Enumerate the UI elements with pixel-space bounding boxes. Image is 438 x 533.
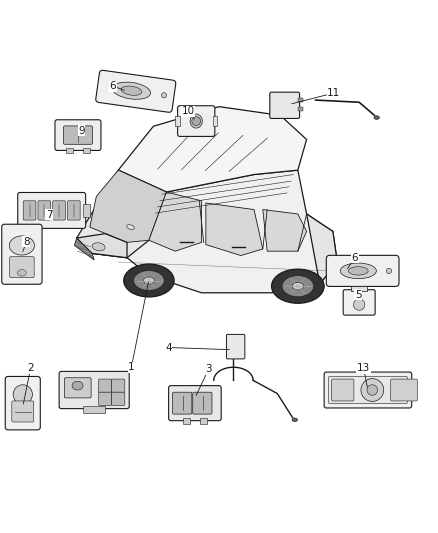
FancyBboxPatch shape [328,376,407,403]
FancyBboxPatch shape [96,70,176,112]
FancyBboxPatch shape [10,257,34,278]
FancyBboxPatch shape [99,379,112,392]
Polygon shape [90,170,166,243]
FancyBboxPatch shape [18,192,86,229]
FancyBboxPatch shape [324,372,412,408]
FancyBboxPatch shape [391,379,417,401]
Ellipse shape [292,418,297,422]
Ellipse shape [112,82,151,99]
Circle shape [353,299,365,310]
Bar [351,286,367,292]
Circle shape [13,385,32,404]
FancyBboxPatch shape [112,392,125,405]
Text: 5: 5 [355,290,362,300]
Ellipse shape [92,243,105,251]
Ellipse shape [18,270,26,276]
FancyBboxPatch shape [64,126,92,144]
Text: 1: 1 [128,362,135,372]
FancyBboxPatch shape [343,290,375,315]
FancyBboxPatch shape [169,386,221,421]
FancyBboxPatch shape [53,201,65,220]
Text: 6: 6 [351,253,358,263]
Polygon shape [118,107,307,192]
Ellipse shape [134,271,164,290]
Ellipse shape [9,236,35,255]
Bar [298,98,303,102]
Ellipse shape [72,381,83,390]
Polygon shape [77,170,166,258]
FancyBboxPatch shape [59,372,129,409]
FancyBboxPatch shape [193,392,212,414]
Text: 4: 4 [165,343,172,352]
Bar [83,148,90,154]
Circle shape [192,117,201,125]
Ellipse shape [374,116,379,119]
Text: 9: 9 [78,126,85,136]
Ellipse shape [190,114,202,128]
Text: 7: 7 [46,210,53,220]
FancyBboxPatch shape [326,255,399,286]
FancyBboxPatch shape [67,201,80,220]
Ellipse shape [272,269,324,303]
Bar [83,204,90,217]
Polygon shape [74,238,94,260]
Circle shape [361,378,384,401]
Bar [175,116,180,126]
Ellipse shape [340,263,376,279]
Ellipse shape [127,224,134,230]
Ellipse shape [144,277,154,284]
Polygon shape [149,192,201,251]
FancyBboxPatch shape [64,378,91,398]
Text: 6: 6 [110,81,117,91]
Ellipse shape [282,276,314,297]
Ellipse shape [386,268,392,273]
Bar [83,407,105,413]
FancyBboxPatch shape [12,401,34,422]
FancyBboxPatch shape [55,120,101,150]
FancyBboxPatch shape [270,92,300,118]
FancyBboxPatch shape [112,379,125,392]
FancyBboxPatch shape [5,376,40,430]
Circle shape [367,385,378,395]
Text: 13: 13 [357,363,370,373]
Bar [66,148,73,154]
Ellipse shape [121,86,142,95]
Polygon shape [77,170,337,293]
Bar [298,107,303,111]
FancyBboxPatch shape [23,201,36,220]
Polygon shape [263,209,307,251]
Bar [183,418,190,424]
Polygon shape [307,214,337,284]
Text: 11: 11 [327,88,340,98]
FancyBboxPatch shape [178,106,215,136]
Text: 3: 3 [205,365,212,374]
FancyBboxPatch shape [99,392,112,405]
FancyBboxPatch shape [2,224,42,284]
Bar [213,116,217,126]
Text: 10: 10 [182,107,195,116]
Polygon shape [77,233,127,258]
Ellipse shape [348,266,368,275]
FancyBboxPatch shape [332,379,354,401]
FancyBboxPatch shape [173,392,192,414]
FancyBboxPatch shape [226,334,245,359]
Text: 2: 2 [27,363,34,373]
FancyBboxPatch shape [38,201,51,220]
Text: 8: 8 [23,237,30,247]
Polygon shape [206,203,263,255]
Ellipse shape [161,93,166,98]
Bar [200,418,207,424]
Ellipse shape [292,282,304,290]
Ellipse shape [124,264,174,297]
